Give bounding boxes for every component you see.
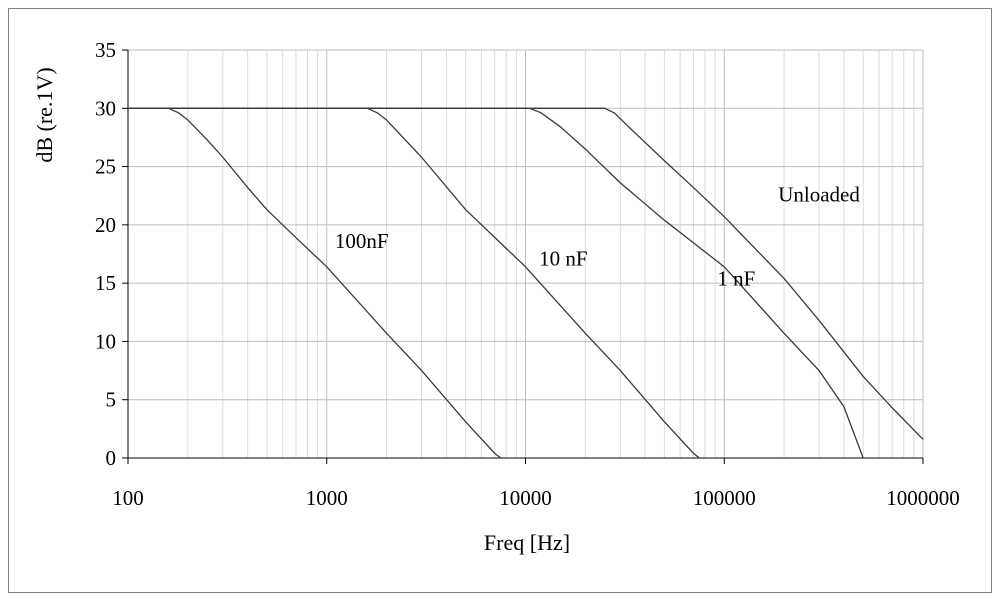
y-tick-label: 0 [106,446,117,470]
x-tick-label: 100000 [693,486,756,510]
series-line-10nf [128,107,700,459]
axes: 0 5 10 15 20 25 30 35 100 1000 10000 100000 1000000 [95,38,960,510]
series-label-100nf: 100nF [335,229,389,253]
y-tick-label: 30 [95,96,116,120]
y-axis-title: dB (re.1V) [32,67,57,162]
series-line-unloaded [128,107,924,440]
series-group [128,107,924,459]
y-tick-label: 15 [95,271,116,295]
x-tick-label: 100 [112,486,144,510]
y-tick-label: 10 [95,329,116,353]
series-label-1nf: 1 nF [717,266,755,290]
y-tick-label: 5 [106,388,117,412]
y-tick-label: 35 [95,38,116,62]
series-label-unloaded: Unloaded [778,183,860,207]
series-line-100nf [128,107,502,459]
x-axis-title: Freq [Hz] [484,530,570,555]
x-tick-label: 1000000 [886,486,960,510]
grid [127,49,924,459]
series-label-10nf: 10 nF [539,247,587,271]
x-tick-label: 10000 [499,486,552,510]
y-tick-label: 20 [95,213,116,237]
label-group: 100nF 10 nF 1 nF Unloaded [335,183,860,291]
outer-border [8,8,992,593]
x-tick-label: 1000 [306,486,348,510]
y-tick-label: 25 [95,155,116,179]
series-line-1nf [128,107,864,459]
